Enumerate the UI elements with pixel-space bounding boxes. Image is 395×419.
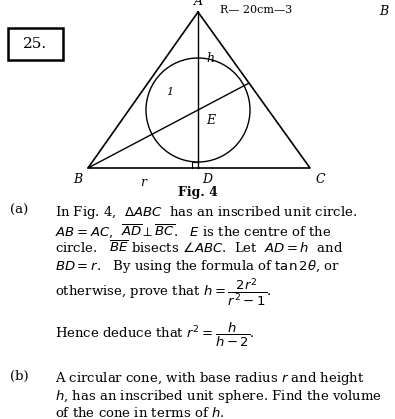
Text: circle.   $\overline{BE}$ bisects $\angle ABC$.  Let  $AD = h$  and: circle. $\overline{BE}$ bisects $\angle … — [55, 240, 343, 256]
Text: E: E — [206, 114, 215, 127]
Text: of the cone in terms of $h$.: of the cone in terms of $h$. — [55, 406, 224, 419]
Text: $BD = r$.   By using the formula of $\tan 2\theta$, or: $BD = r$. By using the formula of $\tan … — [55, 258, 340, 275]
Text: (a): (a) — [10, 204, 28, 217]
Text: (b): (b) — [10, 370, 28, 383]
Text: B: B — [73, 173, 82, 186]
Text: B: B — [379, 5, 388, 18]
Text: r: r — [140, 176, 146, 189]
Text: Fig. 4: Fig. 4 — [178, 186, 218, 199]
Text: $AB = AC$,  $\overline{AD} \perp \overline{BC}$.   $E$ is the centre of the: $AB = AC$, $\overline{AD} \perp \overlin… — [55, 222, 331, 240]
Text: h: h — [206, 52, 214, 65]
Text: In Fig. 4,  $\Delta ABC$  has an inscribed unit circle.: In Fig. 4, $\Delta ABC$ has an inscribed… — [55, 204, 357, 221]
Text: $h$, has an inscribed unit sphere. Find the volume: $h$, has an inscribed unit sphere. Find … — [55, 388, 382, 405]
Text: C: C — [316, 173, 325, 186]
Text: 1: 1 — [166, 87, 173, 97]
Text: Hence deduce that $r^2 = \dfrac{h}{h-2}$.: Hence deduce that $r^2 = \dfrac{h}{h-2}$… — [55, 321, 255, 349]
Text: 25.: 25. — [23, 37, 47, 51]
Text: D: D — [202, 173, 212, 186]
Text: otherwise, prove that $h = \dfrac{2r^2}{r^2 - 1}$.: otherwise, prove that $h = \dfrac{2r^2}{… — [55, 276, 272, 308]
Text: A circular cone, with base radius $r$ and height: A circular cone, with base radius $r$ an… — [55, 370, 365, 387]
FancyBboxPatch shape — [8, 28, 63, 60]
Text: A: A — [194, 0, 203, 8]
Text: R— 20cm—3: R— 20cm—3 — [220, 5, 292, 15]
